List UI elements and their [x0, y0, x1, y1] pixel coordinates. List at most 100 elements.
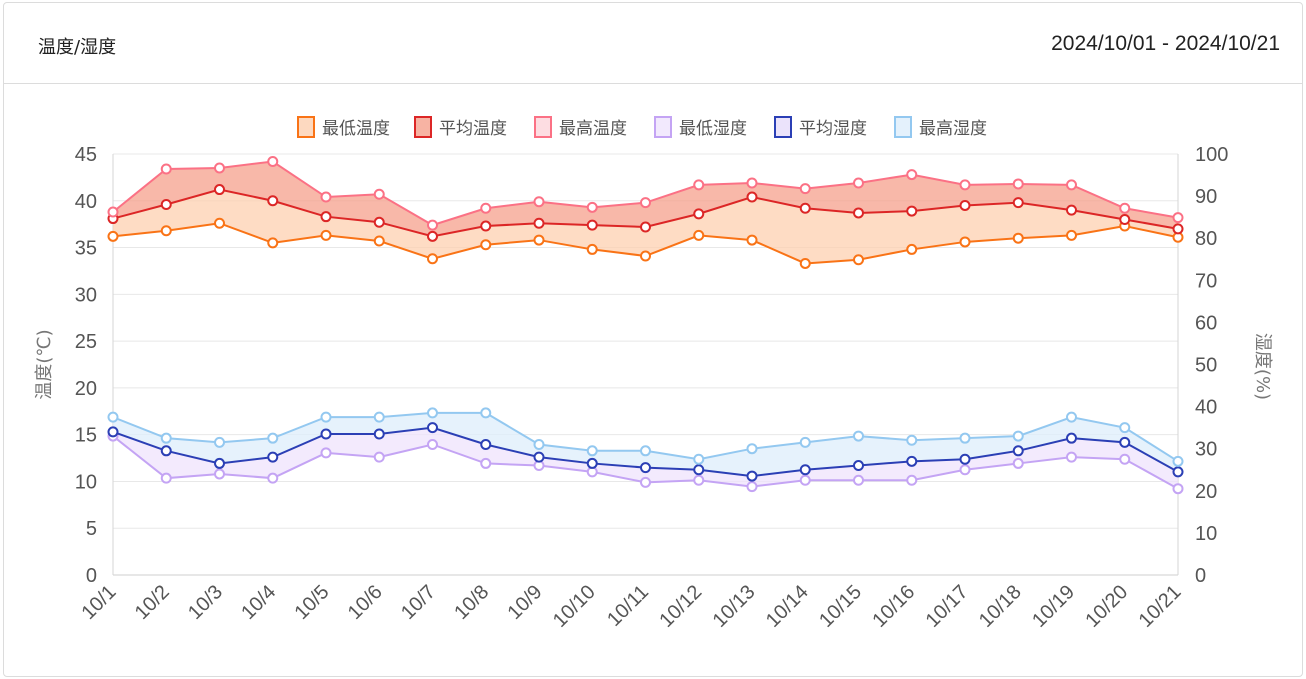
data-point	[373, 411, 385, 423]
data-point	[107, 426, 119, 438]
legend-label: 最高温度	[559, 119, 627, 139]
data-point	[160, 225, 172, 237]
data-point	[267, 195, 279, 207]
data-point	[1066, 411, 1077, 423]
x-tick-label: 10/11	[603, 581, 653, 631]
data-point	[959, 453, 971, 465]
legend-swatch	[414, 116, 432, 138]
data-point	[693, 179, 705, 191]
data-point	[799, 183, 811, 195]
data-point	[746, 481, 758, 493]
data-point	[1066, 204, 1077, 216]
data-point	[533, 438, 545, 450]
x-tick-label: 10/21	[1135, 581, 1186, 632]
data-point	[1066, 451, 1077, 463]
data-point	[906, 243, 918, 255]
data-point	[267, 451, 279, 463]
y-right-tick-label: 90	[1195, 186, 1217, 208]
data-point	[427, 438, 438, 450]
y-right-tick-label: 100	[1195, 144, 1228, 166]
y-right-tick-label: 60	[1195, 312, 1217, 334]
data-point	[586, 445, 598, 457]
data-point	[959, 236, 971, 248]
legend-swatch	[297, 116, 315, 138]
data-point	[906, 455, 918, 467]
data-point	[586, 201, 598, 213]
data-point	[320, 447, 332, 459]
x-tick-label: 10/6	[344, 581, 387, 624]
y-left-tick-label: 30	[75, 284, 97, 306]
x-tick-label: 10/2	[131, 581, 174, 624]
data-point	[267, 237, 279, 249]
x-tick-label: 10/15	[815, 581, 866, 632]
data-point	[799, 257, 811, 269]
data-point	[693, 208, 705, 220]
data-point	[160, 432, 172, 444]
data-point	[586, 219, 598, 231]
x-tick-label: 10/14	[762, 581, 813, 632]
y-right-tick-label: 70	[1195, 270, 1217, 292]
y-right-axis-title: 湿度(%)	[1252, 333, 1273, 400]
x-tick-label: 10/12	[655, 581, 706, 632]
data-point	[1012, 430, 1024, 442]
y-right-tick-label: 40	[1195, 397, 1217, 419]
x-tick-label: 10/19	[1028, 581, 1079, 632]
y-left-tick-label: 15	[75, 425, 97, 447]
y-left-tick-label: 45	[75, 144, 97, 166]
x-tick-label: 10/10	[549, 581, 600, 632]
data-point	[427, 422, 438, 434]
y-right-tick-label: 50	[1195, 355, 1217, 377]
data-point	[1012, 197, 1024, 209]
data-point	[853, 254, 864, 266]
y-left-tick-label: 20	[75, 378, 97, 400]
data-point	[693, 229, 705, 241]
data-point	[320, 229, 332, 241]
y-left-tick-label: 35	[75, 238, 97, 260]
data-point	[746, 191, 758, 203]
y-left-tick-label: 0	[86, 565, 97, 587]
data-point	[1119, 436, 1131, 448]
data-point	[746, 470, 758, 482]
data-point	[160, 199, 172, 211]
data-point	[1066, 179, 1077, 191]
x-tick-label: 10/7	[397, 581, 440, 624]
data-point	[640, 462, 651, 474]
y-right-tick-label: 30	[1195, 439, 1217, 461]
data-point	[214, 436, 225, 448]
x-tick-label: 10/17	[922, 581, 973, 632]
y-left-tick-label: 40	[75, 191, 97, 213]
data-point	[1012, 232, 1024, 244]
data-point	[107, 411, 119, 423]
data-point	[1172, 466, 1184, 478]
data-point	[373, 451, 385, 463]
y-right-tick-label: 10	[1195, 523, 1217, 545]
data-point	[906, 474, 918, 486]
data-point	[799, 464, 811, 476]
data-point	[427, 219, 438, 231]
card-header: 温度/湿度 2024/10/01 - 2024/10/21	[4, 3, 1302, 84]
data-point	[267, 472, 279, 484]
data-point	[693, 453, 705, 465]
data-point	[320, 191, 332, 203]
chart-card: 温度/湿度 2024/10/01 - 2024/10/21	[3, 2, 1303, 677]
legend-swatch	[654, 116, 672, 138]
data-point	[320, 411, 332, 423]
data-point	[906, 205, 918, 217]
data-point	[799, 436, 811, 448]
data-point	[480, 407, 492, 419]
x-tick-label: 10/9	[503, 581, 546, 624]
x-tick-label: 10/8	[450, 581, 493, 624]
data-point	[480, 202, 492, 214]
y-left-axis-title: 温度(℃)	[34, 329, 55, 399]
data-point	[586, 243, 598, 255]
x-tick-label: 10/18	[975, 581, 1026, 632]
x-tick-label: 10/1	[77, 581, 120, 624]
data-point	[959, 432, 971, 444]
data-point	[533, 451, 545, 463]
data-point	[160, 163, 172, 175]
data-point	[1066, 229, 1077, 241]
date-range[interactable]: 2024/10/01 - 2024/10/21	[1051, 32, 1280, 55]
x-tick-label: 10/4	[237, 581, 280, 624]
y-left-tick-label: 5	[86, 518, 97, 540]
